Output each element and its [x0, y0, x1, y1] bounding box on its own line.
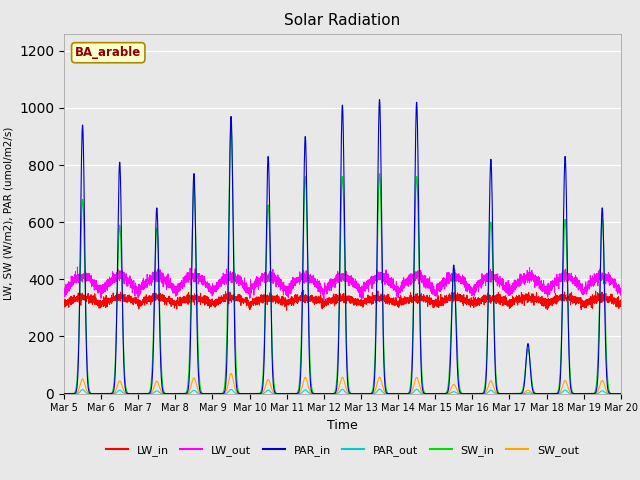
PAR_in — [616, 391, 624, 396]
Line: SW_out: SW_out — [64, 373, 621, 394]
SW_in — [227, 122, 235, 128]
LW_in — [322, 302, 330, 308]
LW_out — [436, 288, 444, 294]
LW_in — [468, 298, 476, 303]
LW_out — [616, 289, 624, 295]
Line: PAR_in: PAR_in — [64, 99, 621, 394]
LW_in — [436, 301, 444, 307]
SW_out — [322, 391, 330, 396]
SW_in — [160, 389, 168, 395]
SW_in — [467, 391, 475, 396]
PAR_in — [467, 391, 475, 396]
SW_out — [60, 391, 68, 396]
PAR_in — [376, 96, 383, 102]
LW_in — [616, 303, 624, 309]
Legend: LW_in, LW_out, PAR_in, PAR_out, SW_in, SW_out: LW_in, LW_out, PAR_in, PAR_out, SW_in, S… — [102, 440, 583, 460]
PAR_out — [467, 391, 475, 396]
Line: LW_in: LW_in — [64, 290, 621, 310]
LW_out — [74, 264, 81, 270]
PAR_out — [616, 391, 624, 396]
LW_out — [468, 288, 476, 294]
PAR_in — [322, 391, 330, 396]
PAR_out — [436, 391, 444, 396]
PAR_out — [617, 391, 625, 396]
LW_in — [300, 288, 307, 293]
SW_in — [499, 391, 507, 396]
SW_out — [617, 391, 625, 396]
SW_out — [160, 391, 168, 396]
LW_out — [499, 285, 507, 291]
Y-axis label: LW, SW (W/m2), PAR (umol/m2/s): LW, SW (W/m2), PAR (umol/m2/s) — [4, 127, 13, 300]
SW_in — [617, 391, 625, 396]
Line: LW_out: LW_out — [64, 267, 621, 300]
LW_in — [283, 307, 291, 313]
LW_out — [320, 297, 328, 303]
Line: SW_in: SW_in — [64, 125, 621, 394]
Text: BA_arable: BA_arable — [75, 46, 141, 59]
PAR_in — [160, 390, 168, 396]
Line: PAR_out: PAR_out — [64, 389, 621, 394]
LW_in — [60, 300, 68, 305]
SW_out — [436, 391, 444, 396]
PAR_in — [60, 391, 68, 396]
LW_out — [617, 291, 625, 297]
LW_out — [60, 290, 68, 296]
PAR_out — [60, 391, 68, 396]
X-axis label: Time: Time — [327, 419, 358, 432]
LW_out — [322, 286, 330, 291]
PAR_out — [376, 386, 383, 392]
LW_in — [499, 297, 507, 302]
PAR_out — [499, 391, 507, 396]
SW_out — [227, 371, 235, 376]
PAR_in — [617, 391, 625, 396]
SW_in — [436, 391, 444, 396]
SW_out — [467, 391, 475, 396]
LW_in — [617, 300, 625, 305]
SW_in — [616, 391, 624, 396]
Title: Solar Radiation: Solar Radiation — [284, 13, 401, 28]
PAR_in — [499, 391, 507, 396]
SW_out — [616, 391, 624, 396]
SW_in — [60, 391, 68, 396]
PAR_in — [436, 391, 444, 396]
LW_in — [160, 298, 168, 304]
LW_out — [161, 276, 168, 281]
SW_in — [322, 391, 330, 396]
PAR_out — [322, 391, 330, 396]
PAR_out — [160, 391, 168, 396]
SW_out — [499, 391, 507, 396]
